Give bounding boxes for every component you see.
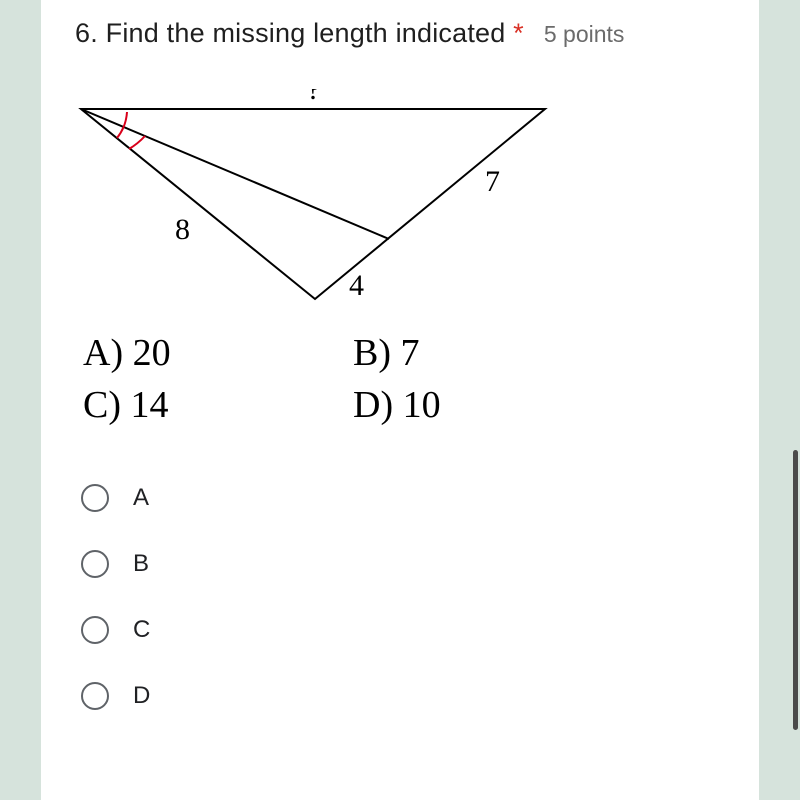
answer-row-2: C) 14 D) 10 xyxy=(69,379,725,431)
answer-choice-block: A) 20 B) 7 C) 14 D) 10 xyxy=(69,327,725,431)
option-a[interactable]: A xyxy=(81,465,725,531)
radio-icon xyxy=(81,682,109,710)
cevian-line xyxy=(81,109,389,239)
label-question-mark: ? xyxy=(307,89,320,106)
question-number: 6. xyxy=(75,18,98,48)
scrollbar-thumb[interactable] xyxy=(793,450,798,730)
required-asterisk: * xyxy=(513,18,524,48)
question-card: 6. Find the missing length indicated * 5… xyxy=(41,0,759,800)
option-b[interactable]: B xyxy=(81,531,725,597)
radio-icon xyxy=(81,550,109,578)
radio-options: A B C D xyxy=(81,465,725,729)
question-text: 6. Find the missing length indicated * xyxy=(75,18,524,49)
question-header: 6. Find the missing length indicated * 5… xyxy=(75,18,725,49)
answer-row-1: A) 20 B) 7 xyxy=(69,327,725,379)
label-eight: 8 xyxy=(175,213,190,246)
triangle-diagram: ? 7 4 8 ′ xyxy=(67,89,567,319)
points-label: 5 points xyxy=(544,21,625,48)
label-seven: 7 xyxy=(485,165,500,198)
option-label: D xyxy=(133,682,150,710)
choice-b: B) 7 xyxy=(339,327,609,379)
question-body: Find the missing length indicated xyxy=(106,18,506,48)
radio-icon xyxy=(81,616,109,644)
radio-icon xyxy=(81,484,109,512)
choice-a: A) 20 xyxy=(69,327,339,379)
label-tick: ′ xyxy=(69,89,74,101)
choice-c: C) 14 xyxy=(69,379,339,431)
option-label: A xyxy=(133,484,149,512)
angle-arc-2 xyxy=(129,136,145,149)
label-four: 4 xyxy=(349,269,364,302)
option-d[interactable]: D xyxy=(81,663,725,729)
option-label: C xyxy=(133,616,150,644)
choice-d: D) 10 xyxy=(339,379,609,431)
option-label: B xyxy=(133,550,149,578)
option-c[interactable]: C xyxy=(81,597,725,663)
